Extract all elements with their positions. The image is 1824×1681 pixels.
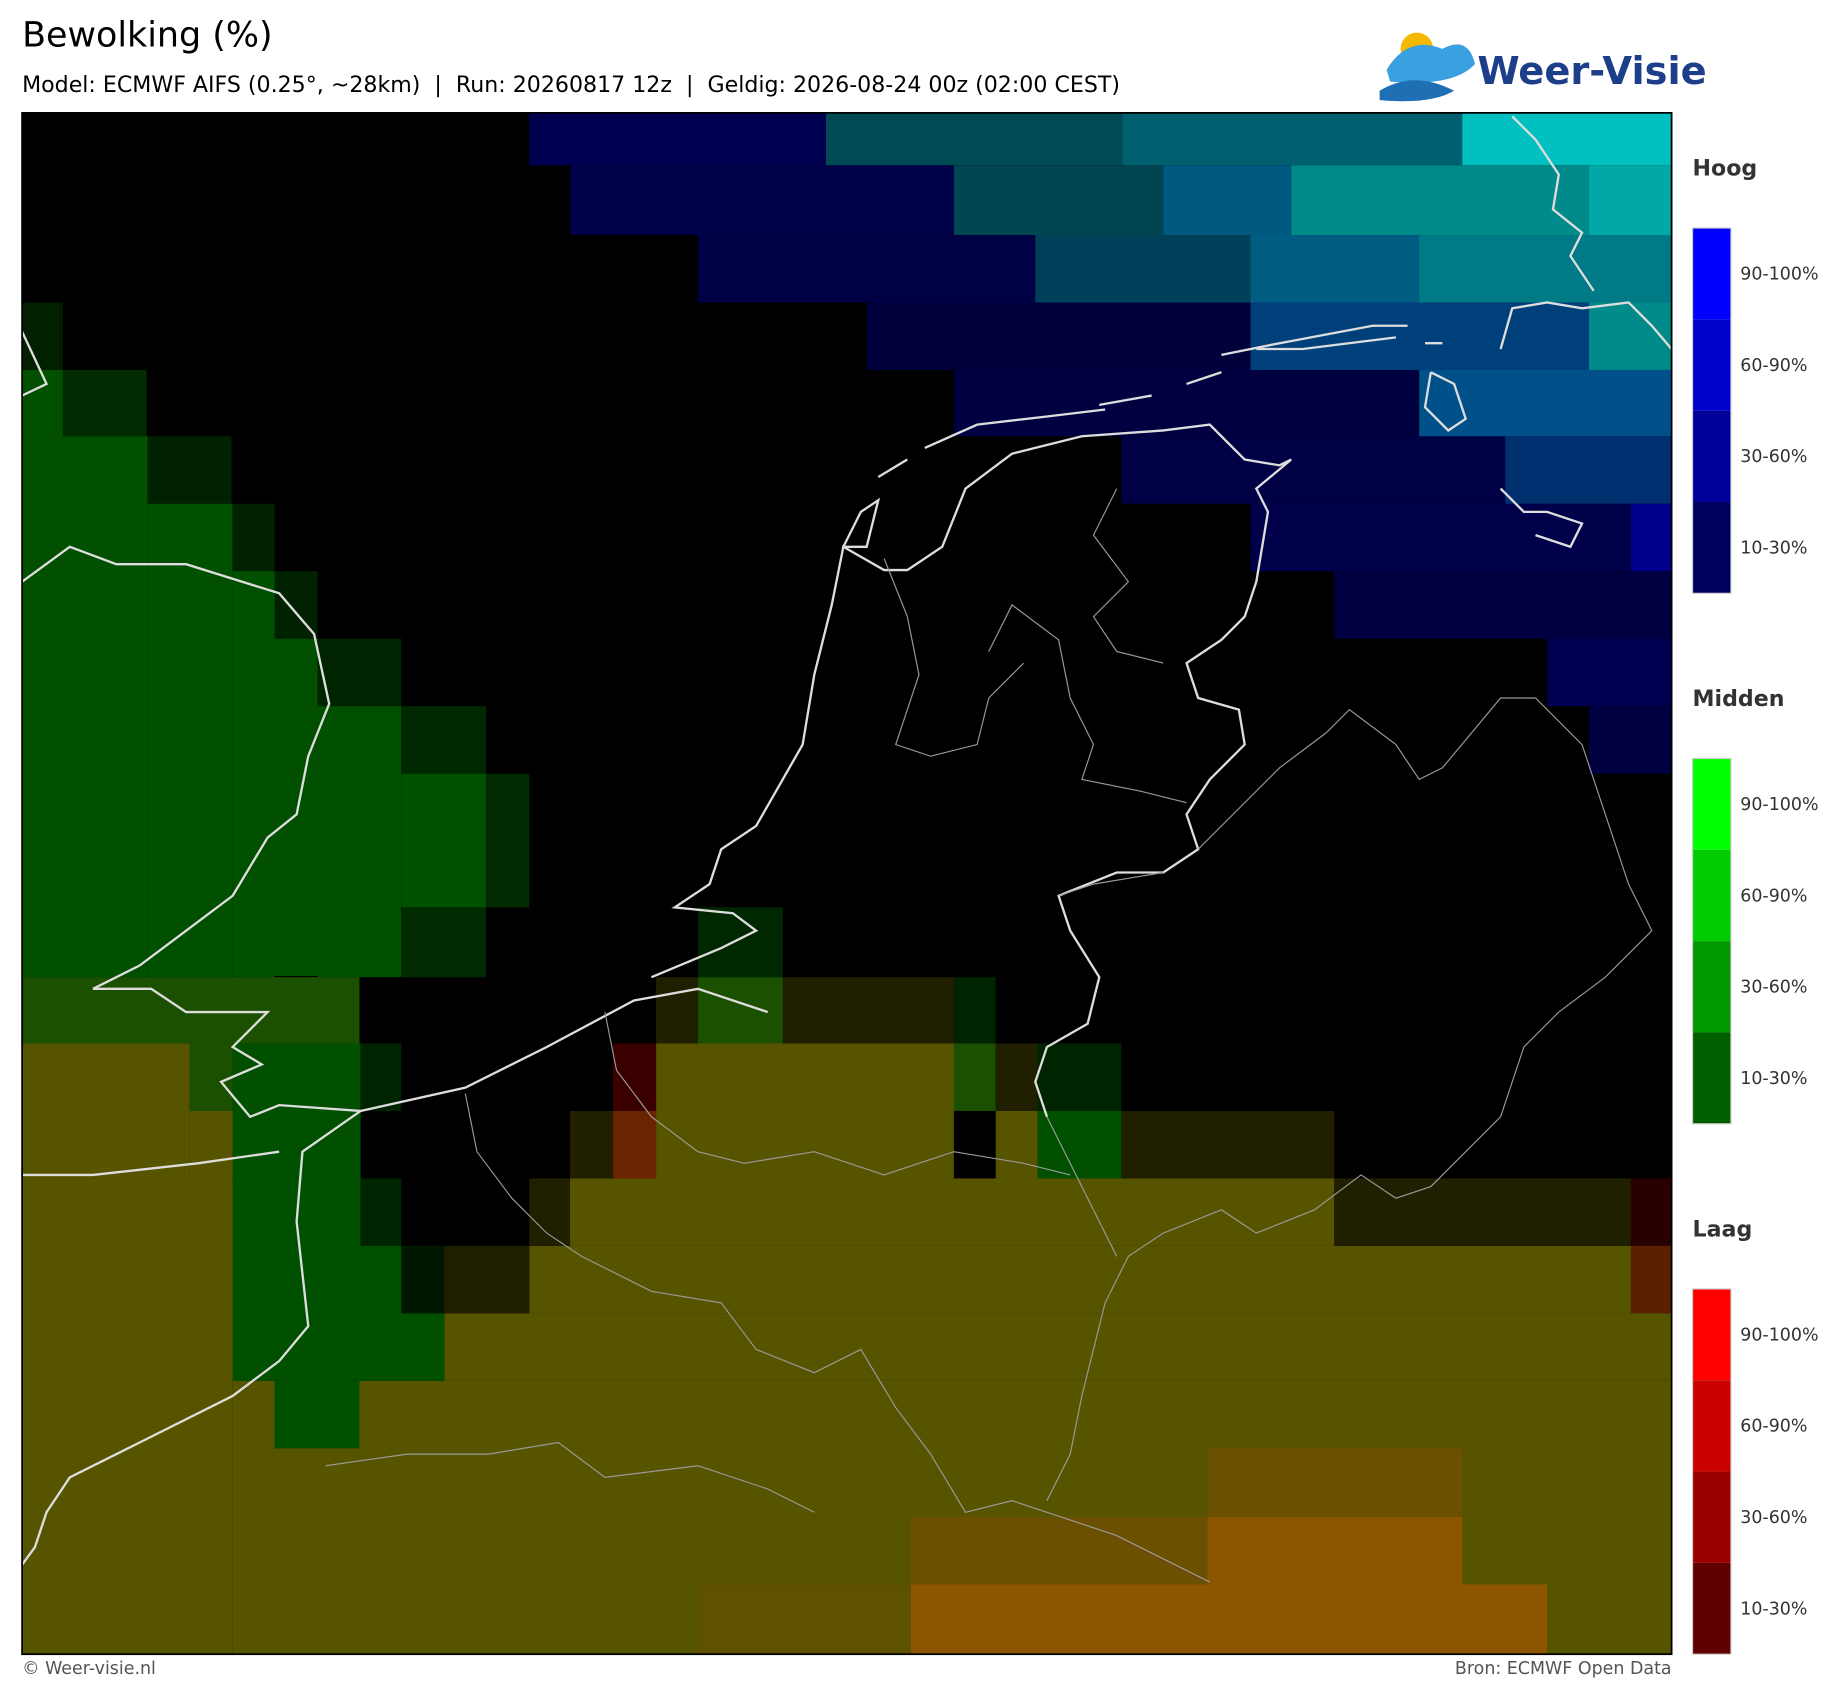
legend-swatch — [1692, 849, 1731, 942]
legend-swatch — [1692, 1032, 1731, 1124]
legend-swatch — [1692, 941, 1731, 1033]
legend-title: Midden — [1693, 686, 1785, 712]
legend-swatch — [1692, 1471, 1731, 1563]
legend-swatch — [1692, 319, 1731, 411]
subtitle: Model: ECMWF AIFS (0.25°, ~28km) | Run: … — [22, 72, 1120, 98]
legend-label: 30-60% — [1740, 978, 1807, 998]
legend-label: 30-60% — [1740, 447, 1807, 467]
legend-label: 60-90% — [1740, 356, 1807, 376]
legend-swatch — [1692, 758, 1731, 850]
legend-title: Hoog — [1693, 156, 1758, 182]
legend-label: 10-30% — [1740, 1599, 1807, 1619]
logo-text: Weer-Visie — [1477, 49, 1706, 94]
title: Bewolking (%) — [22, 16, 273, 56]
legend-label: 60-90% — [1740, 1417, 1807, 1437]
legend-swatch — [1692, 501, 1731, 594]
legend-label: 90-100% — [1740, 1325, 1818, 1345]
footer-left: © Weer-visie.nl — [22, 1659, 156, 1679]
footer-right: Bron: ECMWF Open Data — [1455, 1659, 1672, 1679]
legend-label: 90-100% — [1740, 795, 1818, 815]
legend-label: 10-30% — [1740, 1069, 1807, 1089]
legend-title: Laag — [1693, 1217, 1753, 1243]
legend-swatch — [1692, 1562, 1731, 1655]
legend-label: 30-60% — [1740, 1508, 1807, 1528]
legend-swatch — [1692, 410, 1731, 502]
legend-label: 90-100% — [1740, 265, 1818, 285]
legend-swatch — [1692, 228, 1731, 320]
legend: Hoog 90-100% 60-90% 30-60% 10-30% Midden 90-10… — [1691, 156, 1819, 1655]
legend-frame — [1691, 227, 1732, 594]
legend-label: 60-90% — [1740, 886, 1807, 906]
logo: Weer-Visie — [1379, 32, 1707, 102]
legend-frame — [1691, 1288, 1732, 1655]
legend-swatch — [1692, 1288, 1731, 1381]
legend-swatch — [1692, 1380, 1731, 1472]
map — [21, 112, 1673, 1656]
legend-label: 10-30% — [1740, 538, 1807, 558]
legend-frame — [1691, 757, 1732, 1125]
